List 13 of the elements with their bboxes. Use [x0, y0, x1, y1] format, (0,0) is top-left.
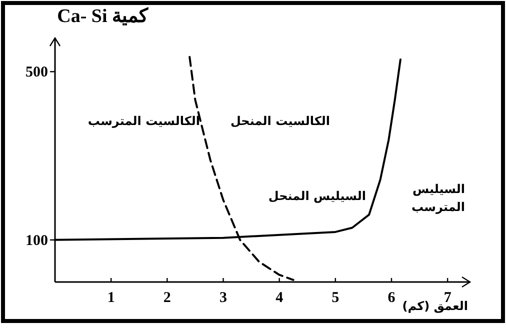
y-tick-label: 100	[26, 232, 48, 249]
annotation: السيليس المترسب	[411, 182, 465, 214]
x-tick-label: 6	[388, 290, 396, 306]
x-tick-label: 4	[276, 290, 284, 306]
x-tick-label: 3	[219, 290, 227, 306]
annotation: الكالسيت المترسب	[88, 114, 200, 128]
y-axis-title: كمية Ca- Si	[57, 6, 149, 27]
annotation: السيليس المنحل	[268, 189, 366, 203]
x-tick-label: 2	[163, 290, 171, 306]
annotation: الكالسيت المنحل	[230, 114, 330, 128]
x-tick-label: 1	[107, 290, 115, 306]
y-tick-label: 500	[26, 64, 48, 81]
x-tick-label: 5	[332, 290, 340, 306]
